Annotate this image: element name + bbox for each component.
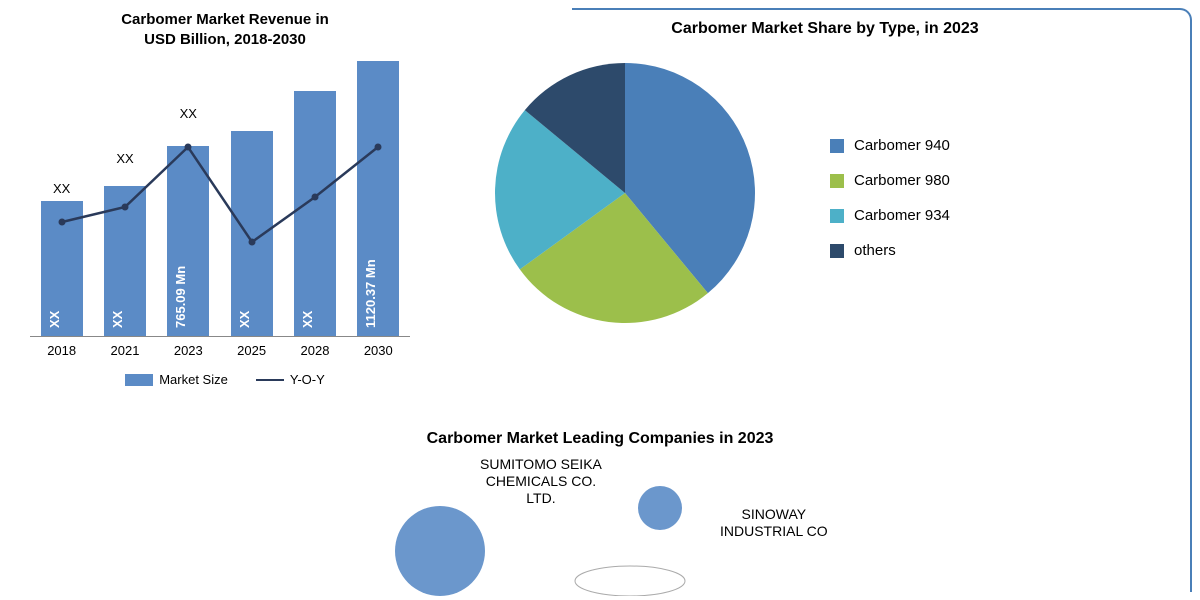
top-row: Carbomer Market Revenue in USD Billion, …: [0, 0, 1200, 420]
bubbles-area: SUMITOMO SEIKACHEMICALS CO.LTD.SINOWAYIN…: [250, 466, 950, 586]
bar-inner-label: XX: [110, 311, 125, 328]
pie-legend-item: others: [830, 242, 950, 259]
bar-top-label: XX: [116, 151, 133, 166]
pie-legend-swatch: [830, 174, 844, 188]
pie-chart-title: Carbomer Market Share by Type, in 2023: [480, 20, 1170, 38]
pie-body: Carbomer 940 Carbomer 980 Carbomer 934 othe…: [480, 58, 1170, 338]
company-ellipse: [575, 566, 685, 596]
bar-chart-title: Carbomer Market Revenue in USD Billion, …: [30, 10, 420, 49]
bar-inner-label: XX: [47, 311, 62, 328]
bar: XX: [104, 186, 146, 336]
x-axis-label: 2023: [163, 343, 213, 358]
pie-legend-item: Carbomer 940: [830, 137, 950, 154]
bars-row: XXXXXXXXXX765.09 MnXXXXXX1120.37 Mn: [30, 57, 410, 336]
bar: XX: [231, 131, 273, 336]
companies-panel: Carbomer Market Leading Companies in 202…: [0, 420, 1200, 586]
bar-inner-label: XX: [300, 311, 315, 328]
legend-line-item: Y-O-Y: [256, 372, 325, 387]
company-ellipse-svg: [250, 466, 950, 596]
bar-top-label: XX: [180, 106, 197, 121]
x-axis-label: 2025: [227, 343, 277, 358]
bar: 1120.37 Mn: [357, 61, 399, 336]
bar-column: XX XX: [37, 57, 87, 336]
pie-legend-swatch: [830, 209, 844, 223]
bar-column: XX XX: [100, 57, 150, 336]
bar: XX: [294, 91, 336, 336]
pie-legend: Carbomer 940 Carbomer 980 Carbomer 934 othe…: [830, 137, 950, 259]
bar: 765.09 Mn: [167, 146, 209, 336]
legend-line-swatch: [256, 379, 284, 381]
pie-legend-label: Carbomer 940: [854, 137, 950, 154]
x-axis-label: 2018: [37, 343, 87, 358]
bar-column: XXXX: [290, 57, 340, 336]
pie-legend-label: Carbomer 980: [854, 172, 950, 189]
legend-bar-item: Market Size: [125, 372, 228, 387]
bar-plot: XXXXXXXXXX765.09 MnXXXXXX1120.37 Mn: [30, 57, 410, 337]
x-axis-label: 2028: [290, 343, 340, 358]
bar-top-label: XX: [53, 181, 70, 196]
pie-legend-swatch: [830, 139, 844, 153]
companies-title: Carbomer Market Leading Companies in 202…: [0, 430, 1200, 448]
pie-legend-label: others: [854, 242, 896, 259]
legend-bar-swatch: [125, 374, 153, 386]
bar-column: 1120.37 Mn: [353, 57, 403, 336]
legend-bar-label: Market Size: [159, 372, 228, 387]
pie-legend-item: Carbomer 980: [830, 172, 950, 189]
bar-title-l1: Carbomer Market Revenue in: [121, 11, 329, 28]
x-axis: 2018 2021 2023 2025 2028 2030: [30, 343, 410, 358]
bar-column: XX 765.09 Mn: [163, 57, 213, 336]
bar-column: XX: [227, 57, 277, 336]
bar-inner-label: XX: [237, 311, 252, 328]
pie-svg: [480, 58, 780, 338]
bar-title-l2: USD Billion, 2018-2030: [144, 31, 306, 48]
bar-chart-legend: Market Size Y-O-Y: [30, 372, 420, 387]
pie-legend-swatch: [830, 244, 844, 258]
pie-chart-panel: Carbomer Market Share by Type, in 2023 C…: [440, 0, 1200, 420]
bar: XX: [41, 201, 83, 336]
legend-line-label: Y-O-Y: [290, 372, 325, 387]
x-axis-label: 2030: [353, 343, 403, 358]
pie-legend-item: Carbomer 934: [830, 207, 950, 224]
x-axis-label: 2021: [100, 343, 150, 358]
bar-chart-panel: Carbomer Market Revenue in USD Billion, …: [0, 0, 440, 420]
bar-inner-label: 1120.37 Mn: [363, 259, 378, 328]
pie-legend-label: Carbomer 934: [854, 207, 950, 224]
bar-inner-label: 765.09 Mn: [173, 266, 188, 328]
